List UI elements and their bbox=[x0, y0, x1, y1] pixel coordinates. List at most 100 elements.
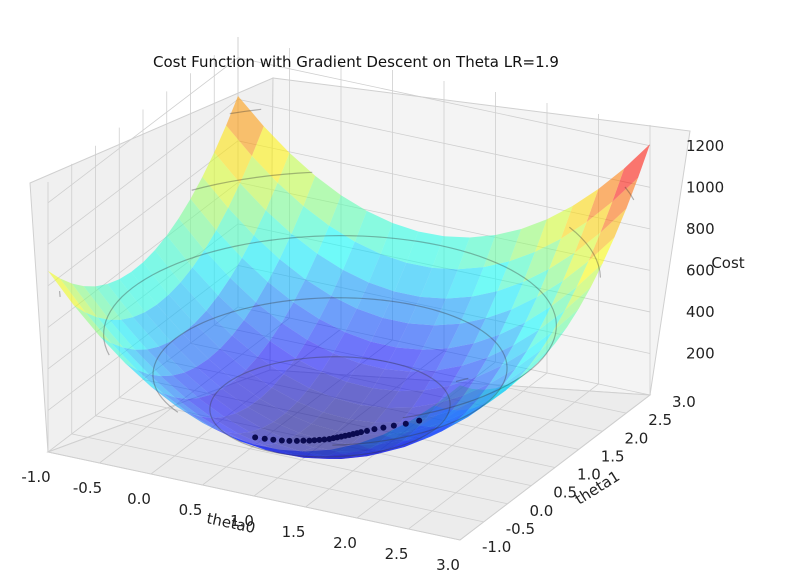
surface-facet bbox=[154, 235, 193, 283]
surface-facet bbox=[339, 444, 377, 452]
grid-line-z bbox=[47, 57, 651, 204]
surface-facet bbox=[198, 394, 237, 417]
surface-facet bbox=[376, 430, 415, 445]
surface-facet bbox=[525, 280, 563, 323]
surface-facet bbox=[315, 455, 353, 460]
surface-facet bbox=[244, 302, 282, 342]
surface-facet bbox=[331, 269, 369, 309]
contour-line bbox=[455, 377, 469, 383]
surface-facet bbox=[156, 294, 195, 334]
surface-facet bbox=[160, 375, 199, 399]
surface-facet bbox=[293, 279, 332, 320]
surface-facet bbox=[323, 398, 361, 420]
surface-facet bbox=[250, 428, 288, 444]
y-tick-label: -1.0 bbox=[482, 538, 511, 556]
surface-facet bbox=[311, 412, 349, 432]
surface-facet bbox=[394, 262, 433, 297]
descent-point bbox=[380, 424, 387, 431]
surface-facet bbox=[329, 195, 367, 242]
y-tick-label: 0.0 bbox=[530, 502, 554, 520]
surface-facet bbox=[382, 291, 421, 324]
surface-facet bbox=[212, 416, 250, 434]
descent-point bbox=[300, 437, 307, 444]
surface-facet bbox=[422, 323, 460, 350]
surface-facet bbox=[240, 441, 278, 453]
surface-facet bbox=[364, 440, 403, 452]
surface-facet bbox=[360, 388, 399, 409]
contour-line bbox=[58, 291, 61, 298]
descent-point bbox=[270, 436, 277, 443]
surface-facet bbox=[123, 347, 161, 377]
surface-facet bbox=[234, 369, 272, 399]
contour-line bbox=[624, 186, 635, 201]
surface-facet bbox=[612, 144, 650, 202]
surface-facet bbox=[158, 341, 197, 373]
surface-facet bbox=[277, 452, 316, 459]
z-tick-label: 1200 bbox=[686, 137, 724, 155]
surface-facet bbox=[473, 309, 512, 344]
descent-point bbox=[306, 437, 313, 444]
surface-facet bbox=[303, 175, 341, 226]
surface-facet bbox=[172, 372, 211, 399]
surface-facet bbox=[465, 384, 504, 413]
surface-facet bbox=[420, 267, 458, 299]
contour-line bbox=[568, 226, 602, 278]
surface-facet bbox=[259, 387, 298, 414]
surface-facet bbox=[317, 225, 355, 270]
descent-point bbox=[311, 437, 318, 444]
surface-facet bbox=[549, 221, 587, 270]
contour-line bbox=[229, 108, 262, 115]
surface-facet bbox=[442, 408, 480, 432]
surface-facet bbox=[483, 228, 522, 268]
surface-facet bbox=[477, 368, 516, 400]
surface-facet bbox=[511, 269, 549, 310]
surface-facet bbox=[121, 317, 159, 350]
surface-facet bbox=[368, 254, 407, 292]
surface-facet bbox=[48, 270, 86, 313]
z-tick-label: 800 bbox=[686, 220, 715, 238]
surface-facet bbox=[222, 380, 260, 408]
contour-line bbox=[103, 235, 557, 373]
surface-facet bbox=[450, 357, 488, 386]
surface-facet bbox=[289, 451, 328, 459]
surface-facet bbox=[523, 238, 561, 282]
surface-facet bbox=[356, 282, 395, 318]
descent-point bbox=[402, 420, 409, 427]
surface-facet bbox=[240, 155, 278, 211]
surface-facet bbox=[562, 232, 601, 281]
y-tick-label: 1.5 bbox=[601, 447, 625, 465]
surface-facet bbox=[319, 295, 357, 333]
surface-facet bbox=[281, 302, 320, 340]
surface-facet bbox=[119, 272, 157, 313]
surface-facet bbox=[184, 366, 223, 395]
surface-facet bbox=[505, 357, 544, 391]
surface-facet bbox=[214, 125, 252, 184]
x-tick-label: -0.5 bbox=[73, 479, 102, 497]
z-tick-label: 1000 bbox=[686, 178, 724, 196]
surface-facet bbox=[467, 390, 506, 417]
surface-facet bbox=[301, 447, 340, 456]
surface-facet bbox=[452, 383, 490, 411]
surface-facet bbox=[202, 152, 240, 208]
descent-point bbox=[316, 436, 323, 443]
surface-facet bbox=[428, 412, 466, 434]
surface-facet bbox=[271, 374, 310, 402]
surface-facet bbox=[261, 421, 300, 440]
surface-facet bbox=[192, 249, 231, 296]
surface-facet bbox=[408, 296, 446, 326]
x-tick-label: 1.5 bbox=[282, 523, 306, 541]
surface-facet bbox=[459, 291, 498, 324]
descent-point bbox=[261, 435, 268, 442]
surface-facet bbox=[147, 346, 185, 376]
y-tick-label: -0.5 bbox=[506, 520, 535, 538]
descent-point bbox=[416, 417, 423, 424]
surface-facet bbox=[166, 218, 205, 268]
surface-facet bbox=[190, 176, 229, 231]
surface-facet bbox=[283, 358, 322, 389]
surface-facet bbox=[246, 356, 284, 388]
surface-facet bbox=[230, 257, 268, 303]
surface-facet bbox=[400, 403, 439, 423]
surface-facet bbox=[390, 433, 429, 449]
surface-facet bbox=[436, 343, 474, 371]
surface-facet bbox=[224, 413, 262, 433]
